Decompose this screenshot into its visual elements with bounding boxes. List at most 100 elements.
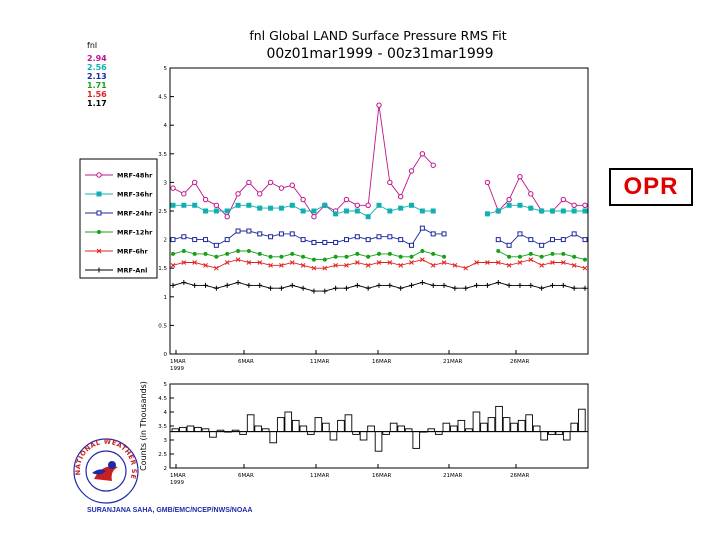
y-tick-label: 4.5 [158,95,167,101]
count-bar-chart: 2 2.5 3 3.5 4 4.5 5 Counts (in Thousands) 1MAR19… [139,381,589,486]
data-point [376,282,382,288]
data-point [354,234,360,240]
data-point [224,237,230,243]
y-tick-label: 0.5 [158,323,167,329]
data-point [322,257,327,262]
count-bar [216,429,225,433]
data-point [582,202,588,208]
data-point [235,202,241,208]
data-point [528,191,534,197]
credit-line: SURANJANA SAHA, GMB/EMC/NCEP/NWS/NOAA [87,507,253,514]
count-bar [578,408,586,433]
count-bar [352,431,360,435]
data-point [301,254,306,259]
data-point [267,179,274,186]
data-point [377,251,381,256]
data-point [387,208,393,214]
x-tick-sublabel: 1999 [170,480,184,486]
data-point [398,237,404,243]
count-y-tick-label: 4.5 [158,396,167,402]
data-point [572,254,577,259]
data-point [170,202,176,208]
data-point [257,191,263,197]
legend-label: MRF-36hr [117,191,153,199]
data-point [560,208,566,214]
data-point [279,262,284,268]
data-point [549,208,555,214]
data-point [192,202,198,208]
data-point [224,214,230,220]
data-point [96,191,102,197]
data-point [409,202,415,208]
y-tick-label: 3.5 [158,152,167,158]
count-y-tick-label: 5 [164,382,168,388]
data-point [506,202,512,208]
data-point [549,282,555,288]
data-point [278,231,284,237]
data-point [387,282,393,288]
count-bar [389,422,398,433]
data-point [96,248,102,254]
data-point [311,265,317,271]
data-point [279,254,284,259]
data-point [419,208,425,214]
data-point [246,282,252,288]
data-point [365,285,371,291]
data-point [560,196,567,203]
data-point [506,282,512,288]
count-bar [540,431,548,441]
data-point [268,254,273,259]
count-bar [419,431,428,433]
data-point [495,208,501,214]
data-point [409,260,414,265]
data-point [560,282,566,288]
count-bar [435,431,443,435]
data-point [387,260,393,265]
count-bar [337,419,345,433]
data-point [96,172,102,178]
data-point [582,237,588,243]
count-bar [254,425,262,433]
x-tick-label: 11MAR [310,473,330,479]
data-point [366,254,371,259]
series-line [172,105,585,218]
data-point [171,251,175,256]
data-point [571,285,577,291]
count-bar [299,425,308,433]
count-bar [246,414,255,433]
count-bar [547,431,556,435]
data-point [214,265,219,271]
x-tick-label: 21MAR [443,359,463,365]
data-point [311,214,317,220]
count-y-tick-label: 3 [164,438,168,444]
data-point [517,202,523,208]
data-point [333,254,338,259]
count-bar [329,431,338,441]
plot-frame [169,67,589,355]
data-point [202,196,209,203]
data-point [583,257,587,262]
data-point [181,234,187,240]
data-point [365,202,371,208]
data-point [549,237,555,243]
data-point [278,285,284,291]
x-tick-label: 16MAR [372,359,392,365]
y-tick-label: 5 [164,66,168,72]
data-point [246,202,252,208]
count-bar [224,431,232,433]
data-point [431,251,436,256]
data-point [528,205,534,211]
data-point [257,231,263,237]
data-point [430,162,436,168]
data-point [344,254,349,259]
x-tick-label: 6MAR [238,473,254,479]
stats-value: 1.17 [87,99,107,108]
data-point [181,249,186,254]
opr-label: OPR [623,173,679,200]
count-bar [427,428,436,433]
data-point [463,265,469,271]
count-y-tick-label: 2.5 [158,452,167,458]
count-y-tick-label: 3.5 [158,424,167,430]
